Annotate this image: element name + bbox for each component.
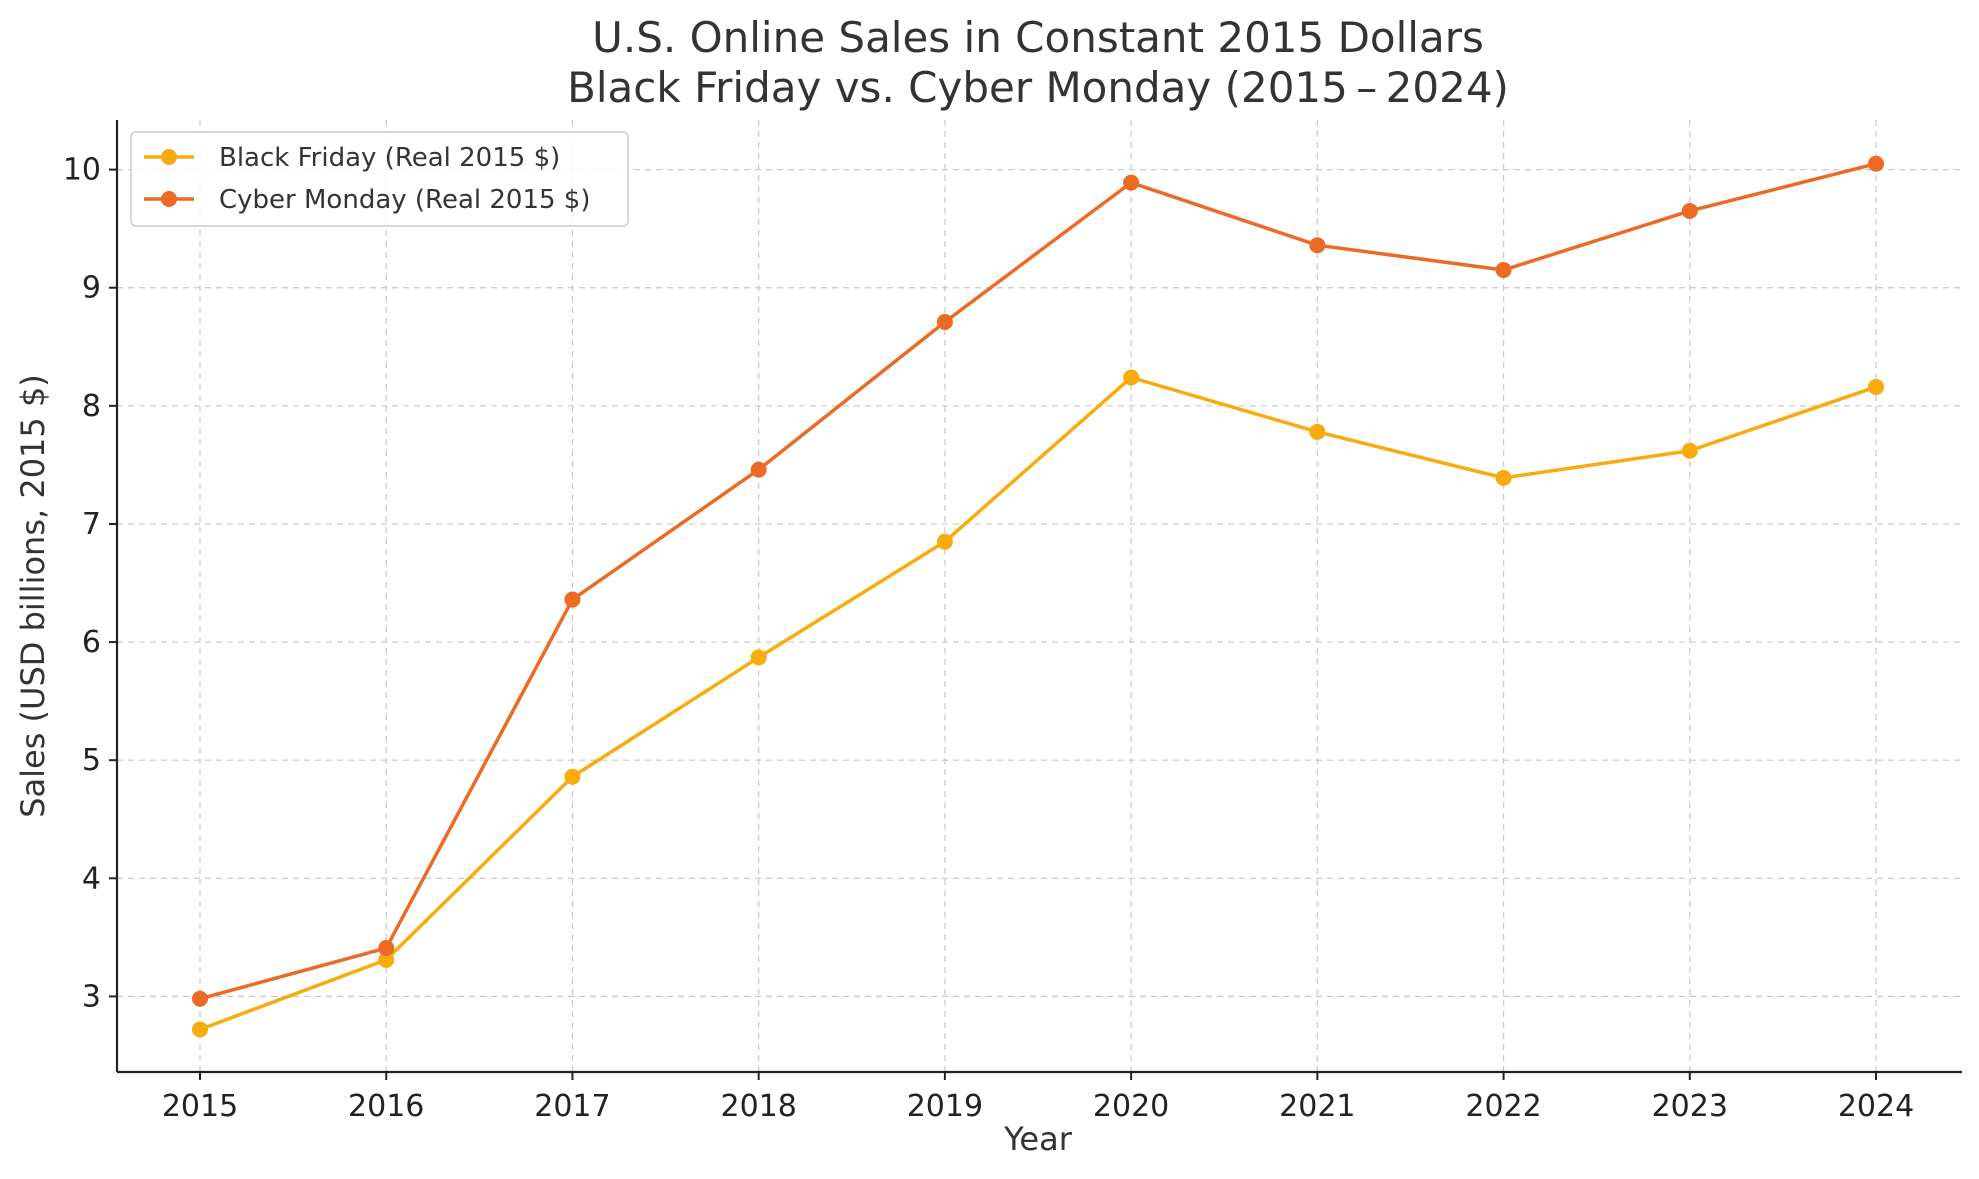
y-tick-label: 7: [82, 507, 101, 542]
data-point: [192, 1021, 208, 1038]
axes: 2015 2016 2017 2018 2019 2020 2021 2022 2023 2024…: [63, 120, 1962, 1124]
legend-marker: [161, 149, 177, 165]
data-point: [1495, 469, 1512, 486]
data-point: [1868, 155, 1884, 172]
data-point: [1868, 378, 1884, 395]
x-tick-label: 2023: [1652, 1089, 1728, 1124]
x-tick-label: 2019: [907, 1089, 983, 1124]
legend-label: Black Friday (Real 2015 $): [219, 143, 560, 173]
y-tick-label: 9: [82, 271, 101, 306]
legend-marker: [161, 191, 177, 207]
x-tick-label: 2017: [534, 1089, 610, 1124]
x-tick-label: 2015: [162, 1089, 238, 1124]
legend: Black Friday (Real 2015 $) Cyber Monday (…: [130, 131, 629, 227]
series-line-cyber-monday: [199, 162, 1877, 1001]
x-tick-label: 2016: [348, 1089, 424, 1124]
data-point: [1309, 237, 1326, 254]
data-point: [378, 939, 395, 956]
grid: [117, 120, 1962, 1072]
chart-subtitle: Black Friday vs. Cyber Monday (2015 – 20…: [567, 63, 1509, 112]
data-point: [564, 768, 581, 785]
data-point: [1123, 174, 1140, 191]
legend-label: Cyber Monday (Real 2015 $): [219, 185, 590, 215]
x-axis-label: Year: [1003, 1120, 1073, 1158]
x-tick-label: 2020: [1093, 1089, 1169, 1124]
y-axis-label: Sales (USD billions, 2015 $): [14, 374, 52, 818]
data-point: [1681, 202, 1698, 219]
y-tick-label: 5: [82, 743, 101, 778]
series-layer: [192, 155, 1884, 1038]
data-point: [1123, 369, 1140, 386]
data-point: [192, 990, 208, 1007]
data-point: [564, 591, 581, 608]
x-tick-label: 2022: [1465, 1089, 1541, 1124]
data-point: [750, 461, 767, 478]
x-tick-label: 2018: [720, 1089, 796, 1124]
data-point: [936, 533, 953, 550]
y-tick-label: 4: [82, 861, 101, 896]
data-point: [1495, 262, 1512, 279]
data-point: [1309, 423, 1326, 440]
data-point: [378, 951, 395, 968]
y-tick-label: 3: [82, 979, 101, 1014]
series-line-black-friday: [199, 375, 1877, 1032]
x-tick-label: 2024: [1838, 1089, 1914, 1124]
x-tick-label: 2021: [1279, 1089, 1355, 1124]
y-tick-label: 10: [63, 153, 101, 188]
data-point: [1681, 442, 1698, 459]
y-tick-label: 8: [82, 389, 101, 424]
data-point: [936, 313, 953, 330]
y-tick-label: 6: [82, 625, 101, 660]
legend-box: [130, 131, 629, 227]
data-point: [750, 649, 767, 666]
chart-title: U.S. Online Sales in Constant 2015 Dolla…: [592, 13, 1484, 62]
